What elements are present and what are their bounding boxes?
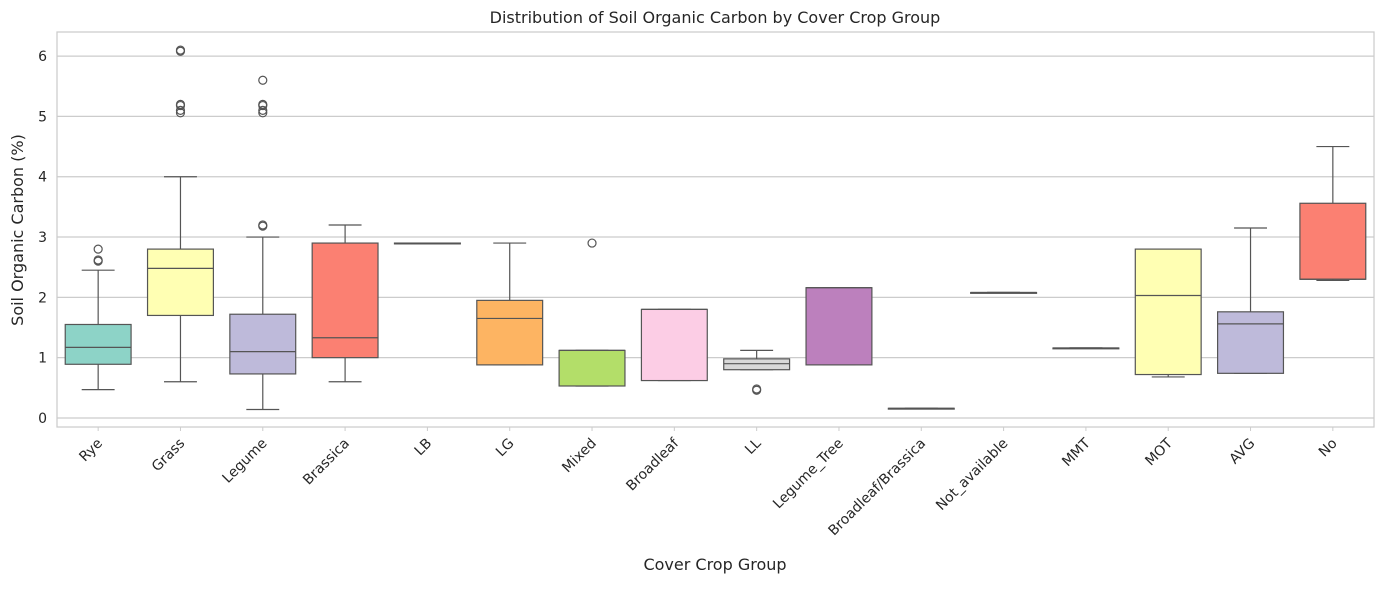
box-iqr bbox=[229, 313, 297, 375]
outlier-point bbox=[93, 244, 103, 254]
y-tick-label: 4 bbox=[38, 170, 47, 186]
y-tick-label: 2 bbox=[38, 290, 47, 306]
box-iqr bbox=[558, 349, 626, 387]
box-group-lb bbox=[393, 242, 461, 245]
outlier-point bbox=[175, 99, 186, 109]
outlier-point bbox=[175, 105, 186, 115]
box-iqr bbox=[476, 299, 544, 366]
outlier-point bbox=[258, 75, 268, 85]
box-group-legume-tree bbox=[805, 287, 873, 366]
box-iqr bbox=[311, 242, 379, 359]
y-tick-label: 3 bbox=[38, 230, 47, 246]
outlier-point bbox=[258, 220, 268, 230]
box-group-no bbox=[1299, 145, 1367, 282]
outlier-point bbox=[175, 45, 186, 55]
y-tick-label: 0 bbox=[38, 411, 47, 427]
box-iqr bbox=[64, 323, 132, 365]
outlier-point bbox=[258, 105, 268, 115]
box-group-avg bbox=[1217, 227, 1285, 374]
box-group-lg bbox=[476, 242, 544, 366]
box-iqr bbox=[1299, 202, 1367, 280]
box-iqr bbox=[723, 358, 791, 371]
box-group-mot bbox=[1134, 248, 1202, 378]
box-group-broadleaf bbox=[640, 308, 708, 382]
y-tick-label: 1 bbox=[38, 351, 47, 367]
box-group-broadleaf-brassica bbox=[887, 407, 955, 410]
y-axis-label: Soil Organic Carbon (%) bbox=[8, 134, 27, 326]
box-group-brassica bbox=[311, 224, 379, 383]
chart-title: Distribution of Soil Organic Carbon by C… bbox=[490, 8, 941, 27]
box-group-rye bbox=[64, 244, 132, 391]
x-axis-label: Cover Crop Group bbox=[643, 555, 786, 574]
box-iqr bbox=[1134, 248, 1202, 376]
outlier-point bbox=[587, 238, 597, 248]
box-group-mixed bbox=[558, 238, 626, 387]
box-group-not-available bbox=[970, 291, 1038, 294]
box-group-ll bbox=[723, 349, 791, 395]
box-group-grass bbox=[146, 45, 214, 383]
box-group-legume bbox=[229, 75, 297, 411]
box-iqr bbox=[640, 308, 708, 382]
outlier-point bbox=[258, 99, 268, 109]
plot-frame bbox=[56, 31, 1375, 428]
outlier-point bbox=[93, 255, 103, 265]
boxes-layer bbox=[64, 45, 1367, 411]
y-tick-label: 5 bbox=[38, 109, 47, 125]
box-iqr bbox=[805, 287, 873, 366]
y-tick-label: 6 bbox=[38, 49, 47, 65]
y-tick-labels: 0 1 2 3 4 5 6 bbox=[38, 49, 47, 427]
outlier-point bbox=[752, 384, 762, 394]
box-group-mmt bbox=[1052, 347, 1120, 350]
box-iqr bbox=[1217, 311, 1285, 374]
box-iqr bbox=[146, 248, 214, 317]
